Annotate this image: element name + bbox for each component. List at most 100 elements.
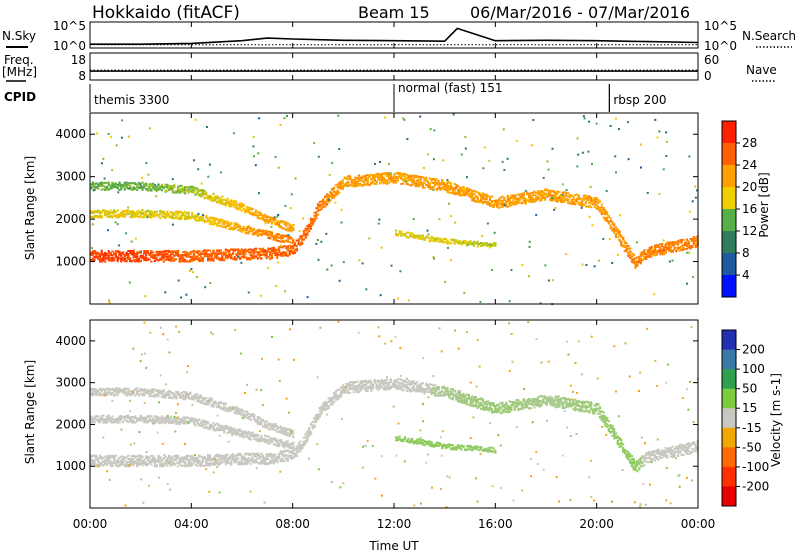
- heatmap-cell: [453, 182, 456, 185]
- heatmap-cell: [159, 188, 162, 190]
- heatmap-cell: [370, 178, 373, 181]
- heatmap-cell: [492, 241, 495, 244]
- heatmap-cell: [513, 195, 516, 198]
- heatmap-cell: [111, 456, 114, 459]
- heatmap-speckle: [656, 136, 659, 139]
- heatmap-cell: [120, 212, 123, 215]
- heatmap-cell: [90, 183, 93, 186]
- heatmap-speckle: [433, 257, 435, 260]
- heatmap-cell: [120, 254, 123, 257]
- heatmap-cell: [446, 242, 449, 245]
- heatmap-cell: [657, 246, 660, 249]
- heatmap-cell: [505, 202, 508, 205]
- heatmap-cell: [434, 183, 437, 185]
- heatmap-cell: [150, 251, 153, 254]
- heatmap-cell: [221, 222, 224, 225]
- heatmap-cell: [178, 458, 181, 461]
- heatmap-cell: [363, 175, 366, 178]
- heatmap-cell: [215, 453, 219, 456]
- heatmap-cell: [263, 463, 266, 465]
- heatmap-cell: [529, 195, 532, 197]
- heatmap-cell: [480, 193, 483, 196]
- heatmap-cell: [210, 259, 213, 262]
- heatmap-cell: [153, 465, 156, 468]
- heatmap-cell: [100, 463, 103, 466]
- heatmap-speckle: [524, 189, 527, 192]
- heatmap-cell: [441, 239, 444, 242]
- heatmap-cell: [253, 460, 256, 463]
- colorbar-tick-label: 24: [742, 158, 757, 172]
- heatmap-cell: [187, 454, 190, 457]
- heatmap-cell: [148, 460, 151, 463]
- heatmap-speckle: [450, 215, 452, 218]
- heatmap-cell: [194, 460, 197, 463]
- heatmap-cell: [442, 188, 446, 191]
- heatmap-cell: [598, 208, 602, 211]
- heatmap-cell: [639, 257, 642, 260]
- heatmap-cell: [655, 244, 658, 247]
- heatmap-cell: [315, 214, 318, 217]
- heatmap-cell: [288, 225, 291, 228]
- heatmap-cell: [242, 456, 245, 458]
- heatmap-cell: [434, 179, 437, 182]
- heatmap-cell: [207, 455, 210, 458]
- heatmap-cell: [125, 462, 128, 465]
- heatmap-cell: [354, 181, 357, 183]
- heatmap-speckle: [147, 173, 150, 176]
- heatmap-cell: [297, 242, 300, 245]
- heatmap-cell: [231, 251, 235, 254]
- heatmap-cell: [187, 186, 190, 189]
- heatmap-cell: [304, 440, 307, 442]
- heatmap-cell: [168, 187, 171, 190]
- heatmap-cell: [246, 232, 249, 235]
- heatmap-cell: [191, 257, 194, 260]
- heatmap-cell: [276, 255, 279, 258]
- heatmap-cell: [497, 199, 501, 201]
- heatmap-cell: [240, 228, 243, 231]
- heatmap-speckle: [442, 159, 445, 162]
- heatmap-cell: [199, 464, 203, 466]
- heatmap-cell: [687, 246, 690, 249]
- heatmap-cell: [180, 260, 183, 263]
- heatmap-cell: [276, 220, 279, 223]
- heatmap-cell: [340, 187, 343, 190]
- heatmap-speckle: [185, 293, 188, 296]
- heatmap-cell: [283, 245, 286, 248]
- heatmap-speckle: [207, 175, 210, 178]
- heatmap-cell: [127, 254, 130, 257]
- heatmap-cell: [217, 249, 220, 252]
- heatmap-cell: [652, 252, 655, 255]
- heatmap-cell: [501, 199, 504, 202]
- heatmap-cell: [650, 247, 653, 250]
- heatmap-cell: [419, 179, 422, 182]
- heatmap-speckle: [277, 166, 280, 169]
- heatmap-cell: [247, 452, 250, 455]
- heatmap-cell: [622, 237, 625, 240]
- heatmap-cell: [230, 257, 233, 260]
- heatmap-cell: [302, 238, 305, 241]
- heatmap-cell: [130, 210, 133, 213]
- heatmap-speckle: [503, 169, 506, 171]
- heatmap-cell: [224, 204, 227, 207]
- heatmap-cell: [435, 181, 438, 184]
- heatmap-cell: [471, 191, 474, 194]
- heatmap-cell: [100, 457, 103, 460]
- heatmap-cell: [249, 227, 252, 230]
- heatmap-cell: [208, 221, 211, 224]
- heatmap-cell: [341, 179, 344, 182]
- heatmap-cell: [123, 463, 126, 466]
- heatmap-cell: [467, 194, 470, 197]
- heatmap-cell: [93, 210, 96, 213]
- heatmap-speckle: [378, 218, 381, 221]
- heatmap-cell: [290, 450, 293, 453]
- colorbar-tick-label: 4: [742, 268, 750, 282]
- heatmap-cell: [673, 248, 676, 251]
- heatmap-cell: [428, 186, 431, 188]
- heatmap-cell: [262, 462, 265, 465]
- heatmap-cell: [185, 455, 188, 457]
- heatmap-cell: [327, 197, 330, 199]
- heatmap-speckle: [103, 177, 106, 180]
- heatmap-speckle: [340, 221, 343, 224]
- heatmap-cell: [199, 195, 203, 198]
- heatmap-cell: [402, 178, 405, 181]
